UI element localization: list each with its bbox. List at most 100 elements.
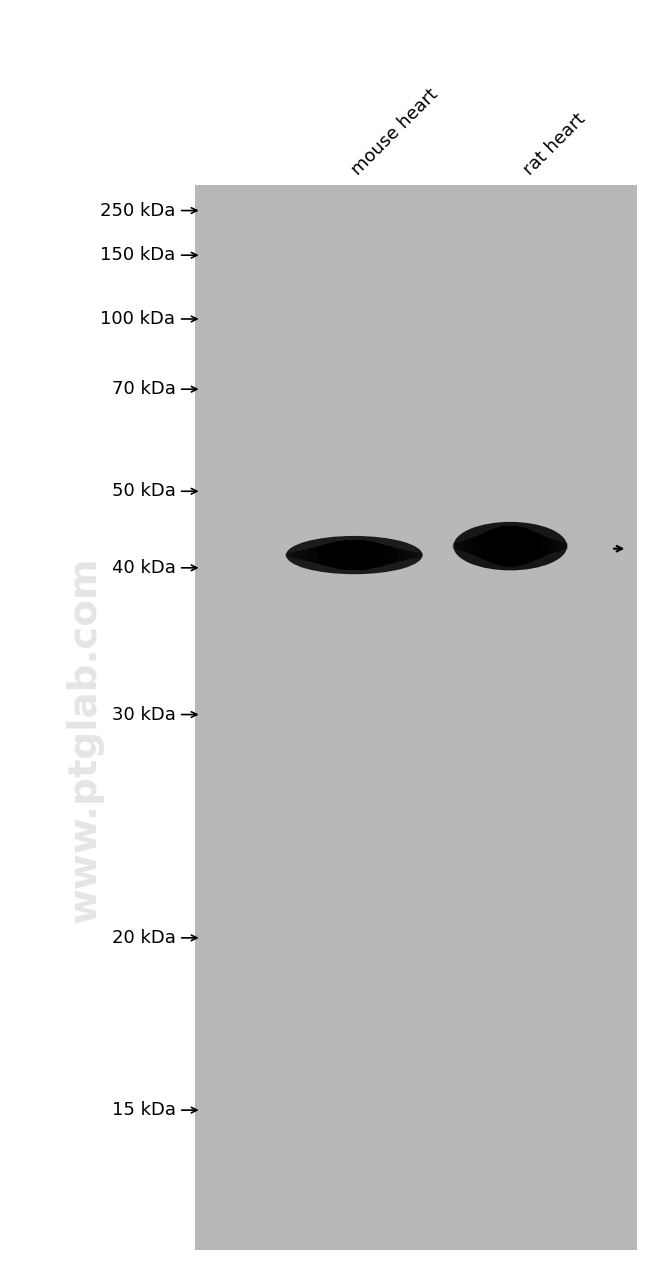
Bar [540, 535, 542, 558]
Bar [317, 546, 318, 564]
Bar [395, 547, 396, 563]
Bar [407, 551, 409, 559]
Bar [556, 541, 558, 551]
Bar [318, 546, 320, 564]
Bar [364, 541, 366, 569]
Bar [388, 546, 390, 564]
Bar [486, 531, 488, 561]
Bar [460, 542, 461, 550]
Bar [516, 526, 518, 567]
Bar [560, 542, 562, 550]
Bar [553, 540, 555, 553]
Bar [474, 536, 476, 556]
Bar [514, 526, 515, 567]
Bar [287, 553, 289, 558]
Bar [324, 545, 326, 565]
Bar [471, 537, 473, 555]
Bar [467, 540, 469, 553]
Bar [548, 538, 550, 554]
Bar [552, 540, 554, 553]
Bar [502, 526, 504, 567]
Text: 100 kDa: 100 kDa [101, 310, 176, 328]
Bar [508, 526, 510, 567]
Bar [502, 526, 504, 567]
Bar [454, 544, 456, 549]
Bar [297, 551, 299, 559]
Ellipse shape [286, 536, 422, 574]
Bar [452, 544, 454, 549]
Bar [358, 540, 360, 570]
Bar [382, 545, 384, 565]
Bar [350, 540, 352, 570]
Bar [293, 551, 295, 559]
Bar [405, 550, 407, 560]
Bar [343, 541, 344, 569]
Text: 50 kDa: 50 kDa [112, 482, 176, 500]
Bar [361, 540, 363, 570]
Bar [515, 526, 517, 567]
Bar [564, 542, 566, 550]
Bar [337, 541, 339, 569]
Bar [363, 540, 365, 570]
Bar [456, 542, 458, 550]
Bar [318, 546, 320, 564]
Bar [489, 530, 491, 563]
Bar [326, 544, 328, 567]
Bar [393, 547, 395, 563]
Bar [565, 544, 567, 549]
Bar [418, 553, 420, 558]
Bar [390, 546, 392, 564]
Bar [495, 528, 497, 564]
Bar [379, 544, 381, 567]
Bar [558, 541, 560, 551]
Bar [402, 550, 404, 560]
Bar [530, 531, 532, 561]
Bar [335, 542, 337, 568]
Bar [287, 553, 289, 558]
Bar [366, 541, 368, 569]
Bar [337, 541, 339, 569]
Bar [410, 551, 412, 559]
Bar [511, 526, 513, 567]
Bar [536, 532, 538, 560]
Bar [317, 546, 319, 564]
Bar [484, 532, 486, 560]
Bar [510, 526, 512, 567]
Bar [496, 528, 498, 564]
Bar [535, 532, 537, 560]
Bar [561, 542, 563, 550]
Bar [299, 551, 301, 559]
Bar [333, 542, 335, 568]
Bar [291, 553, 292, 558]
Bar [503, 526, 505, 567]
Bar [382, 545, 383, 565]
Bar [385, 545, 387, 565]
Bar [557, 541, 559, 551]
Bar [497, 527, 499, 565]
Bar [495, 528, 497, 564]
Bar [481, 533, 483, 559]
Bar [303, 550, 305, 560]
Bar [453, 544, 455, 549]
Bar [493, 528, 495, 564]
Bar [494, 528, 496, 564]
Bar [411, 551, 413, 559]
Bar [528, 530, 530, 563]
Bar [507, 526, 509, 567]
Bar [564, 542, 566, 550]
Bar [406, 550, 408, 560]
Bar [370, 541, 372, 569]
Bar [300, 551, 302, 559]
Bar [311, 549, 313, 561]
Bar [415, 553, 417, 558]
Bar [497, 527, 499, 565]
Bar [301, 550, 303, 560]
Bar [527, 530, 529, 563]
Bar [554, 540, 556, 553]
Bar [545, 537, 547, 555]
Bar [396, 549, 398, 561]
Bar [469, 538, 471, 554]
Bar [286, 553, 288, 558]
Bar [290, 553, 292, 558]
Bar [514, 526, 516, 567]
